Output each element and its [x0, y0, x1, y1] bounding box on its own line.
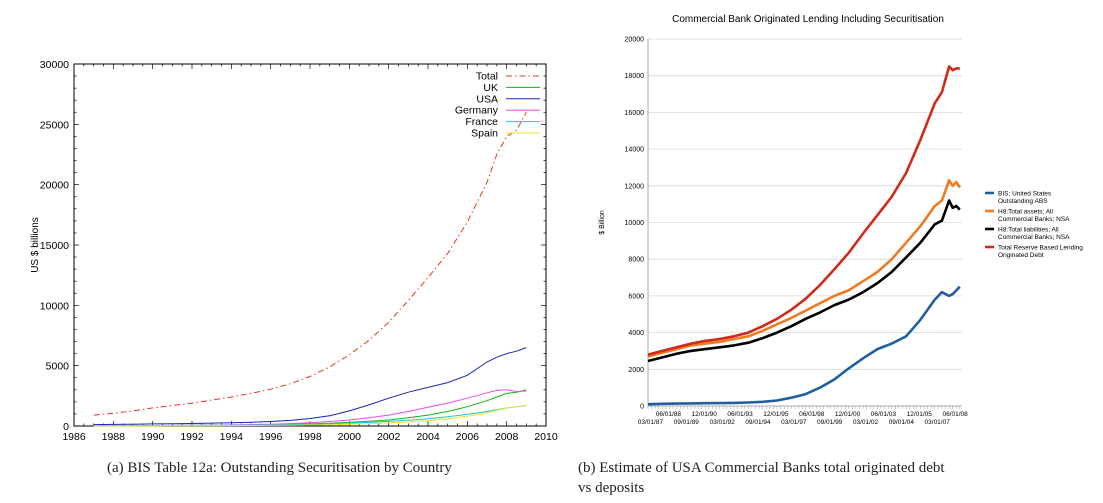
x-tick-label-b: 03/01/87: [638, 419, 664, 426]
x-tick-label-b: 09/01/89: [674, 419, 700, 426]
x-tick-label-a: 1990: [141, 431, 165, 443]
y-tick-label-b: 4000: [628, 330, 644, 337]
series-line-uk: [93, 389, 527, 427]
x-tick-label-a: 2010: [534, 431, 558, 443]
chart-b: Commercial Bank Originated Lending Inclu…: [599, 14, 1083, 426]
x-tick-label-b: 06/01/98: [799, 411, 825, 418]
legend-label-b-3: Originated Debt: [998, 252, 1044, 259]
legend-label-b-2: Commercial Banks; NSA: [998, 234, 1070, 241]
legend-label-b-2: H8:Total liabilities; All: [998, 227, 1059, 234]
legend-label-france: France: [465, 116, 498, 128]
y-tick-label-b: 16000: [625, 110, 645, 117]
x-tick-label-a: 2008: [495, 431, 519, 443]
legend-label-spain: Spain: [471, 128, 498, 140]
legend-label-b-3: Total Reserve Based Lending: [998, 245, 1083, 252]
y-tick-label-b: 14000: [625, 147, 645, 154]
y-tick-label-a: 30000: [40, 59, 69, 71]
x-tick-label-b: 06/01/08: [942, 411, 968, 418]
x-tick-label-a: 1994: [220, 431, 244, 443]
legend-label-b-0: BIS: United States: [998, 191, 1052, 198]
x-tick-label-b: 09/01/94: [745, 419, 771, 426]
y-tick-label-b: 2000: [628, 367, 644, 374]
series-line-b-1: [647, 179, 961, 358]
series-line-usa: [93, 347, 527, 426]
y-tick-label-b: 10000: [625, 220, 645, 227]
x-tick-label-b: 12/01/05: [907, 411, 933, 418]
x-tick-label-b: 03/01/07: [925, 419, 951, 426]
series-line-spain: [93, 405, 527, 427]
legend-label-total: Total: [476, 71, 498, 83]
legend-label-b-1: H8:Total assets; All: [998, 209, 1053, 216]
x-tick-label-b: 06/01/88: [656, 411, 682, 418]
caption-b: (b) Estimate of USA Commercial Banks tot…: [578, 458, 945, 498]
x-tick-label-b: 09/01/04: [889, 419, 915, 426]
y-tick-label-a: 15000: [40, 240, 69, 252]
y-tick-label-b: 18000: [625, 73, 645, 80]
legend-label-b-0: Outstanding ABS: [998, 198, 1048, 205]
series-line-b-0: [647, 285, 961, 406]
legend-label-uk: UK: [483, 82, 498, 94]
caption-a: (a) BIS Table 12a: Outstanding Securitis…: [107, 460, 452, 476]
legend-label-b-1: Commercial Banks; NSA: [998, 216, 1070, 223]
y-tick-label-a: 10000: [40, 300, 69, 312]
y-tick-label-b: 0: [640, 404, 644, 411]
legend-label-usa: USA: [476, 93, 498, 105]
y-tick-label-a: 25000: [40, 119, 69, 131]
chart-a: 1986 1988 1990 1992 1994 1996 1998 2000 2002 2004…: [30, 59, 558, 443]
y-axis-label-b: $ Billion: [599, 210, 606, 235]
x-tick-label-b: 12/01/00: [835, 411, 861, 418]
x-tick-label-a: 2002: [377, 431, 401, 443]
x-tick-label-a: 2000: [338, 431, 362, 443]
y-tick-label-a: 5000: [46, 361, 70, 373]
series-line-b-2: [647, 199, 961, 363]
x-tick-label-b: 12/01/95: [763, 411, 789, 418]
x-tick-label-b: 06/01/03: [871, 411, 897, 418]
x-tick-label-a: 1998: [298, 431, 322, 443]
x-tick-label-b: 03/01/02: [853, 419, 879, 426]
x-tick-label-b: 12/01/90: [692, 411, 718, 418]
y-tick-label-b: 12000: [625, 183, 645, 190]
y-axis-label-a: US $ billions: [30, 217, 41, 273]
y-tick-label-a: 0: [63, 421, 69, 433]
x-tick-label-b: 03/01/97: [781, 419, 807, 426]
y-tick-label-b: 20000: [625, 37, 645, 44]
caption-b-line2: vs deposits: [578, 480, 645, 496]
y-tick-label-b: 8000: [628, 257, 644, 264]
x-tick-label-a: 2006: [456, 431, 480, 443]
caption-b-line1: (b) Estimate of USA Commercial Banks tot…: [578, 460, 945, 476]
x-tick-label-a: 2004: [416, 431, 440, 443]
series-line-b-3: [647, 65, 960, 356]
series-line-total: [93, 112, 527, 416]
legend-label-germany: Germany: [455, 105, 499, 117]
x-tick-label-b: 03/01/92: [709, 419, 735, 426]
x-tick-label-a: 1992: [180, 431, 204, 443]
y-tick-label-b: 6000: [628, 293, 644, 300]
y-tick-label-a: 20000: [40, 180, 69, 192]
chart-title-b: Commercial Bank Originated Lending Inclu…: [672, 14, 944, 25]
x-tick-label-a: 1996: [259, 431, 283, 443]
x-tick-label-a: 1986: [62, 431, 86, 443]
x-tick-label-b: 09/01/99: [817, 419, 843, 426]
x-tick-label-b: 06/01/93: [727, 411, 753, 418]
x-tick-label-a: 1988: [102, 431, 126, 443]
